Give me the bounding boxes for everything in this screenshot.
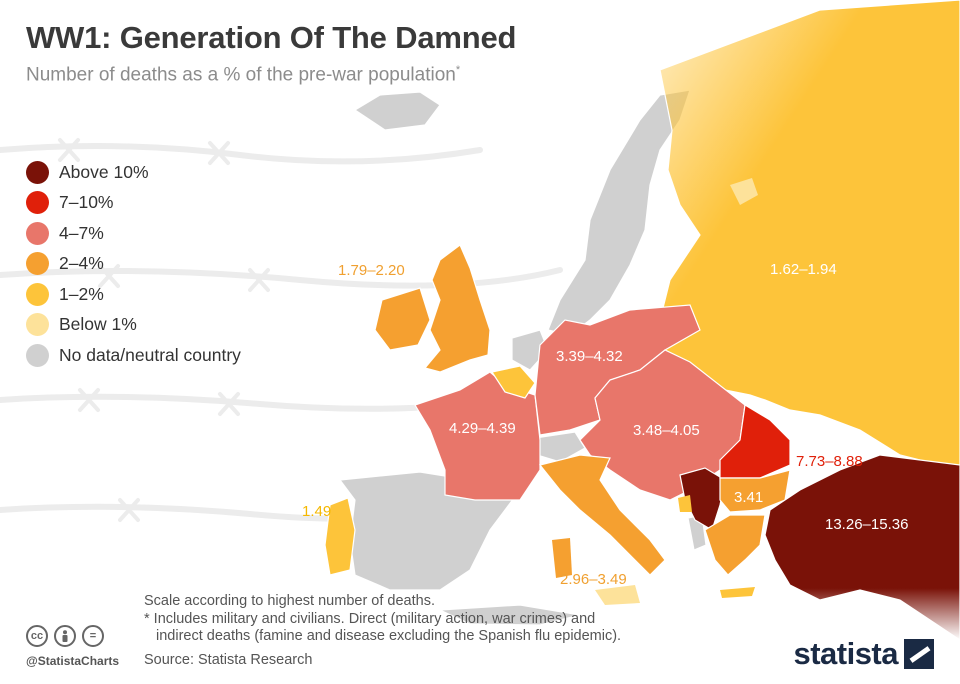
label-ottoman: 13.26–15.36 (825, 516, 909, 533)
north-africa (439, 604, 581, 626)
crete (720, 587, 755, 598)
greece (704, 514, 766, 576)
legend-item: No data/neutral country (26, 340, 241, 371)
legend-label: Above 10% (59, 161, 149, 182)
italy (538, 454, 666, 576)
source-text: Source: Statista Research (144, 652, 313, 668)
twitter-handle[interactable]: @StatistaCharts (26, 654, 120, 668)
statista-logo-icon (904, 639, 934, 669)
note-scale: Scale according to highest number of dea… (144, 593, 435, 609)
label-portugal: 1.49 (302, 503, 332, 520)
legend-swatch (26, 221, 49, 245)
legend-label: 7–10% (59, 192, 114, 213)
portugal (324, 497, 356, 576)
note-includes: * Includes military and civilians. Direc… (144, 610, 596, 627)
legend-swatch (26, 282, 49, 306)
label-italy: 2.96–3.49 (560, 571, 627, 588)
brand-name: statista (793, 636, 898, 671)
equals-icon[interactable]: = (82, 625, 104, 647)
legend-item: 2–4% (26, 249, 241, 280)
france (414, 371, 541, 501)
brand-logo[interactable]: statista (793, 636, 934, 672)
license-icons: cc = (26, 625, 104, 647)
label-france: 4.29–4.39 (449, 420, 516, 437)
footnotes: Scale according to highest number of dea… (144, 593, 621, 646)
legend-label: No data/neutral country (59, 344, 241, 365)
chart-subtitle: Number of deaths as a % of the pre-war p… (26, 64, 460, 86)
legend-item: 1–2% (26, 279, 241, 310)
legend-swatch (26, 191, 49, 215)
legend-label: 4–7% (59, 222, 104, 243)
person-icon[interactable] (54, 625, 76, 647)
united-kingdom (423, 244, 491, 373)
belgium (491, 365, 536, 399)
label-germany: 3.39–4.32 (556, 348, 623, 365)
barbed-wire-decoration (0, 138, 563, 522)
sicily (595, 585, 640, 605)
legend-label: 2–4% (59, 253, 104, 274)
legend-item: 4–7% (26, 218, 241, 249)
finland-lakes (730, 178, 758, 205)
legend-swatch (26, 160, 49, 184)
legend-item: Below 1% (26, 310, 241, 341)
legend-label: 1–2% (59, 283, 104, 304)
legend-item: 7–10% (26, 188, 241, 219)
label-russia: 1.62–1.94 (770, 261, 837, 278)
cc-icon[interactable]: cc (26, 625, 48, 647)
legend-swatch (26, 252, 49, 276)
legend-swatch (26, 343, 49, 367)
ottoman-empire (764, 454, 960, 641)
ireland (374, 287, 431, 351)
label-austria-hungary: 3.48–4.05 (633, 422, 700, 439)
label-bulgaria: 3.41 (734, 489, 764, 506)
legend-label: Below 1% (59, 314, 137, 335)
bulgaria (719, 469, 791, 513)
neutral-countries (338, 89, 707, 626)
label-romania: 7.73–8.88 (796, 453, 863, 470)
label-uk: 1.79–2.20 (338, 262, 405, 279)
legend-swatch (26, 313, 49, 337)
chart-title: WW1: Generation Of The Damned (26, 20, 517, 55)
subtitle-footnote-mark: * (455, 64, 461, 76)
note-indirect: indirect deaths (famine and disease excl… (156, 628, 622, 644)
subtitle-text: Number of deaths as a % of the pre-war p… (26, 64, 456, 86)
legend: Above 10% 7–10% 4–7% 2–4% 1–2% Below 1% … (26, 157, 241, 371)
sardinia (552, 538, 572, 578)
legend-item: Above 10% (26, 157, 241, 188)
montenegro (678, 495, 692, 512)
iceland (353, 91, 441, 131)
